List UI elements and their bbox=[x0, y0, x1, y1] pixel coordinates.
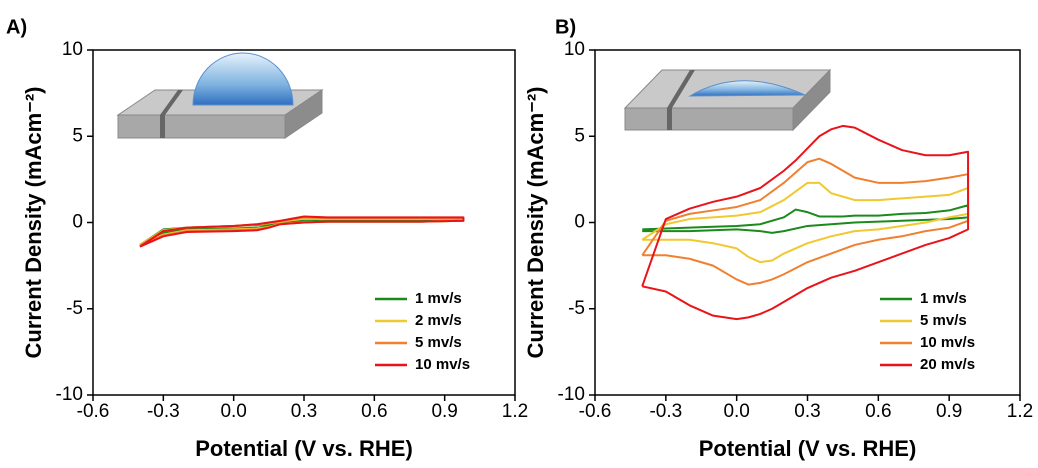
illustration-a bbox=[116, 52, 324, 139]
panel-label: A) bbox=[6, 16, 27, 38]
x-tick-label: -0.6 bbox=[579, 401, 612, 422]
y-tick-label: -5 bbox=[66, 298, 83, 319]
x-tick-label: -0.3 bbox=[147, 401, 180, 422]
x-tick-label: 0.9 bbox=[431, 401, 457, 422]
x-tick-label: 0.6 bbox=[865, 401, 891, 422]
y-tick-label: -10 bbox=[56, 384, 83, 405]
legend-label: 10 mv/s bbox=[415, 356, 470, 373]
y-tick-label: -5 bbox=[568, 298, 585, 319]
legend-label: 10 mv/s bbox=[920, 334, 975, 351]
legend-label: 2 mv/s bbox=[415, 312, 462, 329]
x-tick-label: 0.0 bbox=[723, 401, 749, 422]
x-tick-label: 1.2 bbox=[502, 401, 528, 422]
x-tick-label: 0.6 bbox=[361, 401, 387, 422]
x-tick-label: 0.3 bbox=[291, 401, 317, 422]
legend-label: 5 mv/s bbox=[415, 334, 462, 351]
legend-label: 20 mv/s bbox=[920, 356, 975, 373]
legend-label: 1 mv/s bbox=[920, 290, 967, 307]
x-tick-label: 1.2 bbox=[1007, 401, 1033, 422]
panel: B) -0.6 -0.3 0.0 0.3 0.6 0.9 1.2 -10 -5 0 5 10 Potent… bbox=[523, 16, 1033, 461]
y-axis-label: Current Density (mAcm⁻²) bbox=[21, 87, 46, 359]
x-tick-label: -0.3 bbox=[649, 401, 682, 422]
y-tick-label: 10 bbox=[564, 39, 585, 60]
cv-curve bbox=[641, 181, 970, 264]
y-tick-label: 5 bbox=[72, 125, 83, 146]
x-tick-label: 0.9 bbox=[936, 401, 962, 422]
legend-label: 1 mv/s bbox=[415, 290, 462, 307]
y-tick-label: -10 bbox=[558, 384, 585, 405]
plot-frame bbox=[92, 49, 516, 396]
y-tick-label: 5 bbox=[574, 125, 585, 146]
y-tick-label: 0 bbox=[574, 212, 585, 233]
y-axis-label: Current Density (mAcm⁻²) bbox=[523, 87, 548, 359]
legend-label: 5 mv/s bbox=[920, 312, 967, 329]
panel: A) -0.6 -0.3 0.0 0.3 0.6 0.9 1.2 -10 -5 0 5 10 Potent… bbox=[6, 16, 528, 461]
illustration-b bbox=[623, 68, 832, 132]
y-tick-label: 0 bbox=[72, 212, 83, 233]
cv-curve bbox=[139, 215, 465, 248]
cv-curve bbox=[641, 157, 970, 286]
y-tick-label: 10 bbox=[62, 39, 83, 60]
x-tick-label: -0.6 bbox=[77, 401, 110, 422]
panel-label: B) bbox=[555, 16, 576, 38]
x-tick-label: 0.3 bbox=[794, 401, 820, 422]
x-axis-label: Potential (V vs. RHE) bbox=[699, 436, 917, 461]
x-axis-label: Potential (V vs. RHE) bbox=[195, 436, 413, 461]
cv-curve bbox=[641, 124, 970, 321]
plot-frame bbox=[594, 49, 1021, 396]
x-tick-label: 0.0 bbox=[220, 401, 246, 422]
